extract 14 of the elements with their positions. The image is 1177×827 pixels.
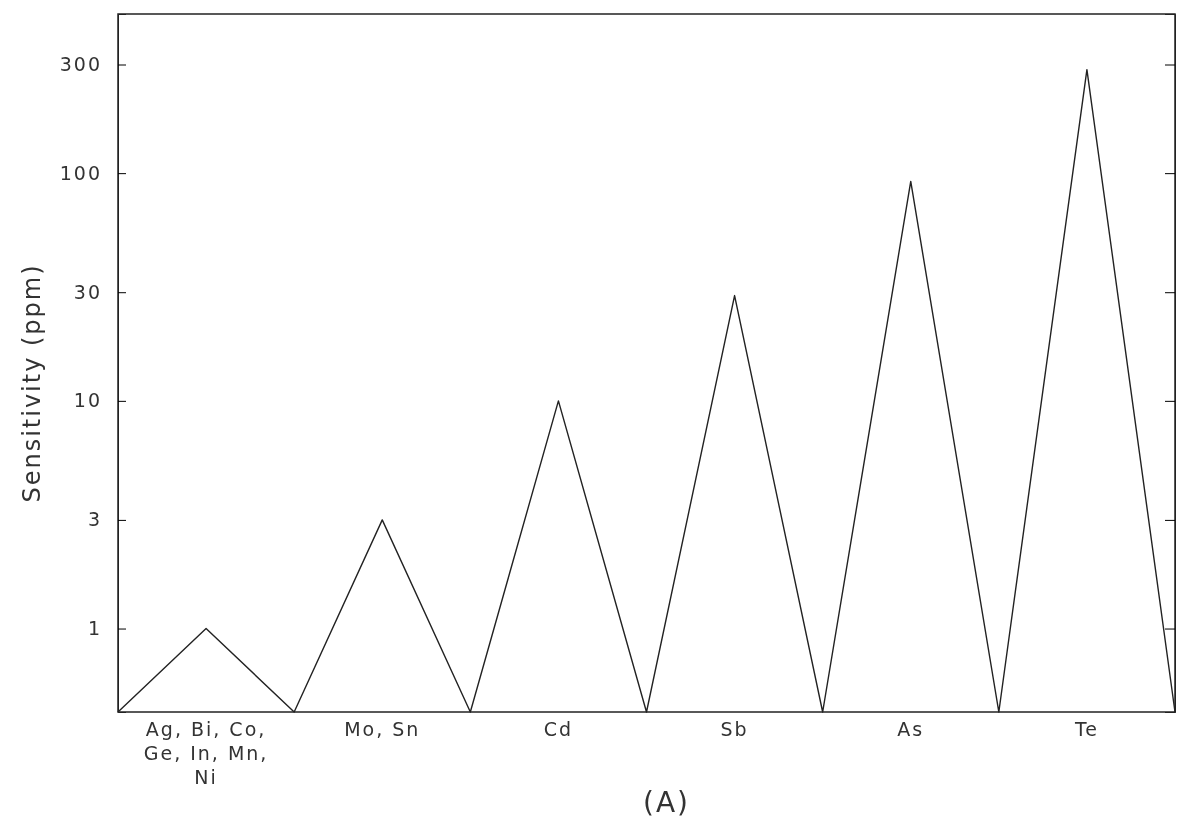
y-tick-label: 10 bbox=[73, 389, 102, 412]
y-tick-label: 300 bbox=[59, 53, 102, 76]
text: (A) bbox=[642, 786, 691, 819]
x-tick-label: Cd bbox=[543, 718, 574, 740]
x-tick-label: As bbox=[897, 718, 925, 740]
y-tick-label: 1 bbox=[87, 617, 102, 640]
y-tick-label: 3 bbox=[87, 508, 102, 531]
y-tick-label: 30 bbox=[73, 280, 102, 303]
x-tick-label: Ag, Bi, Co, Ge, In, Mn, Ni bbox=[143, 718, 269, 788]
y-tick-label: 100 bbox=[59, 161, 102, 184]
y-axis-title: Sensitivity (ppm) bbox=[18, 263, 46, 503]
x-tick-label: Te bbox=[1073, 718, 1099, 740]
x-tick-label: Sb bbox=[720, 718, 749, 740]
x-tick-label: Mo, Sn bbox=[344, 718, 421, 740]
